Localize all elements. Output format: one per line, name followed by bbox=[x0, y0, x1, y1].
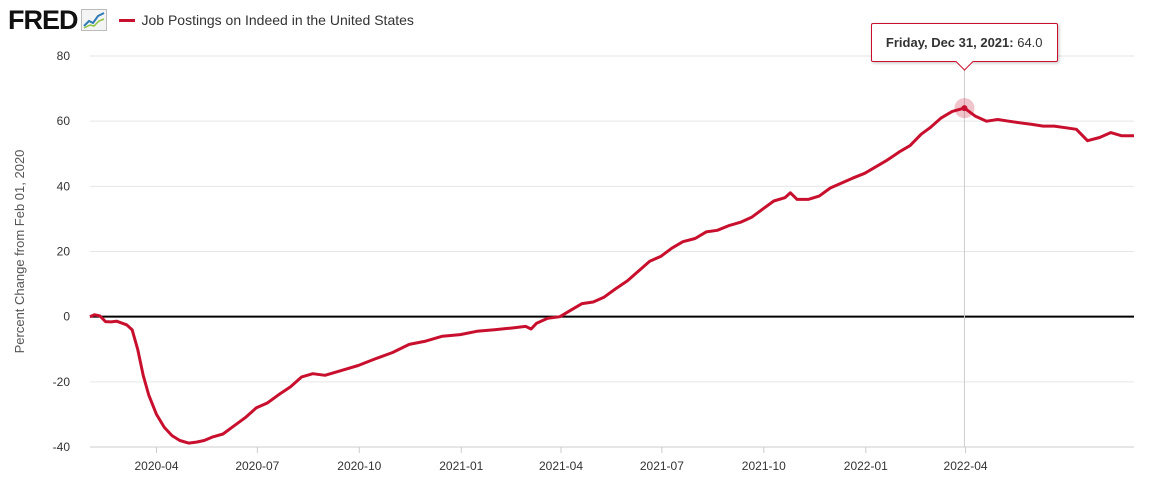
tooltip-value: 64.0 bbox=[1017, 35, 1043, 50]
y-tick-label: 60 bbox=[57, 114, 71, 128]
x-tick-label: 2020-04 bbox=[134, 459, 178, 473]
legend-label: Job Postings on Indeed in the United Sta… bbox=[141, 12, 414, 28]
y-tick-label: -40 bbox=[53, 440, 71, 454]
hover-point[interactable] bbox=[961, 105, 968, 112]
tooltip: Friday, Dec 31, 2021: 64.0 bbox=[870, 23, 1058, 71]
legend[interactable]: Job Postings on Indeed in the United Sta… bbox=[118, 12, 414, 28]
chart-header: FRED Job Postings on Indeed in the Unite… bbox=[8, 5, 414, 35]
x-tick-label: 2021-07 bbox=[640, 459, 684, 473]
y-tick-label: 80 bbox=[57, 49, 71, 63]
x-tick-label: 2022-04 bbox=[944, 459, 988, 473]
fred-logo-text: FRED bbox=[8, 4, 78, 35]
fred-logo[interactable]: FRED bbox=[8, 5, 107, 36]
tooltip-label: Friday, Dec 31, 2021: bbox=[885, 35, 1014, 50]
x-tick-label: 2021-10 bbox=[742, 459, 786, 473]
y-axis-title: Percent Change from Feb 01, 2020 bbox=[12, 150, 27, 354]
legend-swatch bbox=[118, 18, 135, 22]
y-tick-label: 0 bbox=[63, 310, 70, 324]
x-tick-label: 2020-10 bbox=[337, 459, 381, 473]
y-tick-label: 40 bbox=[57, 179, 71, 193]
x-tick-label: 2022-01 bbox=[844, 459, 888, 473]
trend-chart-icon bbox=[80, 9, 107, 31]
y-tick-label: 20 bbox=[57, 245, 71, 259]
x-tick-label: 2021-01 bbox=[439, 459, 483, 473]
x-axis: 2020-04 2020-07 2020-10 2021-01 2021-04 2021-… bbox=[90, 446, 1134, 473]
gridlines bbox=[90, 55, 1134, 448]
x-tick-label: 2020-07 bbox=[235, 459, 279, 473]
y-tick-label: -20 bbox=[53, 375, 71, 389]
x-tick-label: 2021-04 bbox=[539, 459, 583, 473]
y-axis: -40 -20 0 20 40 60 80 bbox=[53, 49, 71, 454]
series-line[interactable] bbox=[89, 106, 1134, 445]
